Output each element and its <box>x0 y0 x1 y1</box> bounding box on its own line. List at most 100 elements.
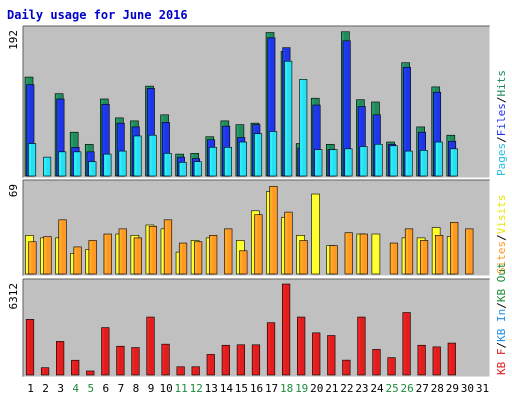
x-tick-label-3: 3 <box>57 382 64 395</box>
sites-bar-12-highlight <box>195 242 198 274</box>
sites-bar-29 <box>450 222 459 275</box>
scale-label-1: 192 <box>7 30 20 50</box>
sites-bar-23 <box>359 233 368 275</box>
visits-bar-10-highlight <box>161 229 164 274</box>
kbytes-bar-17-highlight <box>268 323 270 375</box>
x-tick-label-20: 20 <box>310 382 323 395</box>
pages-bar-27-highlight <box>420 151 423 176</box>
visits-bar-8-highlight <box>131 236 134 274</box>
sites-bar-23-highlight <box>360 234 363 274</box>
kbytes-bar-20 <box>312 332 321 376</box>
kbytes-bar-16-highlight <box>252 345 255 375</box>
sites-bar-6-highlight <box>104 234 107 274</box>
sites-bar-26-highlight <box>406 229 408 274</box>
kbytes-bar-22-highlight <box>343 360 346 375</box>
pages-bar-1 <box>28 143 37 177</box>
kbytes-bar-25-highlight <box>388 358 391 375</box>
pages-bar-5 <box>88 161 97 177</box>
scale-label-2: 69 <box>7 184 20 197</box>
x-tick-label-11: 11 <box>175 382 188 395</box>
x-tick-label-22: 22 <box>340 382 353 395</box>
legend-separator: / <box>495 342 508 349</box>
kbytes-bar-14-highlight <box>222 346 225 375</box>
visits-bar-17-highlight <box>267 192 270 274</box>
visits-bar-27-highlight <box>417 238 420 274</box>
kbytes-bar-6 <box>101 327 110 376</box>
kbytes-bar-13-highlight <box>207 355 210 375</box>
sites-bar-13-highlight <box>210 236 213 274</box>
pages-bar-22 <box>344 148 353 177</box>
sites-bar-17-highlight <box>270 187 273 274</box>
sites-bar-29-highlight <box>451 223 454 274</box>
pages-bar-11 <box>178 162 187 177</box>
kbytes-bar-17 <box>266 322 276 376</box>
kbytes-bar-26-highlight <box>403 313 406 375</box>
sites-bar-21-highlight <box>330 246 333 274</box>
pages-bar-19 <box>299 79 308 177</box>
x-tick-label-8: 8 <box>133 382 140 395</box>
x-tick-label-30: 30 <box>461 382 474 395</box>
kbytes-bar-24 <box>372 349 381 376</box>
x-tick-label-19: 19 <box>295 382 308 395</box>
visits-bar-16-highlight <box>252 211 255 274</box>
files-bar-6-highlight <box>102 105 105 176</box>
files-bar-23-highlight <box>358 107 361 176</box>
kbytes-bar-15-highlight <box>237 345 240 375</box>
pages-bar-13 <box>208 147 217 177</box>
visits-bar-24 <box>371 233 381 275</box>
x-tick-label-10: 10 <box>159 382 172 395</box>
x-tick-label-9: 9 <box>148 382 155 395</box>
pages-bar-24 <box>374 143 383 177</box>
x-tick-label-2: 2 <box>42 382 49 395</box>
legend-files: Files <box>495 103 508 136</box>
legend-kb-f: KB F <box>495 349 508 376</box>
x-tick-label-25: 25 <box>385 382 398 395</box>
kbytes-bar-24-highlight <box>373 350 376 375</box>
sites-bar-4 <box>73 246 82 275</box>
pages-bar-26 <box>404 150 413 177</box>
sites-bar-15 <box>239 250 248 275</box>
files-bar-26-highlight <box>404 68 406 176</box>
x-tick-label-14: 14 <box>220 382 234 395</box>
x-tick-label-4: 4 <box>72 382 79 395</box>
pages-bar-19-highlight <box>300 80 303 176</box>
kbytes-bar-19-highlight <box>298 317 301 375</box>
pages-bar-9 <box>148 134 157 177</box>
pages-bar-15 <box>239 141 248 177</box>
pages-bar-20-highlight <box>315 150 318 176</box>
pages-bar-21 <box>329 149 338 177</box>
pages-bar-2-highlight <box>44 157 47 176</box>
kbytes-bar-9-highlight <box>147 317 150 375</box>
visits-bar-19-highlight <box>297 236 300 274</box>
sites-bar-28 <box>435 235 444 275</box>
scale-label-3: 6312 <box>7 283 20 310</box>
sites-bar-9-highlight <box>149 227 152 274</box>
kbytes-bar-23 <box>357 316 366 376</box>
kbytes-bar-23-highlight <box>358 317 361 375</box>
sites-bar-27-highlight <box>421 241 423 274</box>
x-tick-label-16: 16 <box>250 382 263 395</box>
pages-bar-3 <box>58 151 67 177</box>
sites-bar-1-highlight <box>29 242 32 274</box>
kbytes-bar-16 <box>251 344 261 376</box>
legend-separator: / <box>495 136 508 143</box>
kbytes-bar-7 <box>116 345 125 376</box>
sites-bar-4-highlight <box>74 247 77 274</box>
visits-bar-21-highlight <box>327 246 330 274</box>
kbytes-bar-11 <box>176 366 185 376</box>
visits-bar-7-highlight <box>116 234 119 274</box>
kbytes-bar-1 <box>25 319 35 376</box>
axis-legend-3: KB F/KB In/KB Out <box>495 262 508 375</box>
kbytes-bar-28 <box>432 346 441 376</box>
pages-bar-23-highlight <box>360 147 363 176</box>
pages-bar-28-highlight <box>435 142 438 176</box>
legend-separator: / <box>495 97 508 104</box>
x-tick-label-17: 17 <box>265 382 278 395</box>
x-tick-label-5: 5 <box>87 382 94 395</box>
kbytes-bar-22 <box>342 359 351 376</box>
files-bar-17-highlight <box>268 38 271 176</box>
kbytes-bar-29-highlight <box>448 343 451 375</box>
kbytes-bar-20-highlight <box>313 333 316 375</box>
